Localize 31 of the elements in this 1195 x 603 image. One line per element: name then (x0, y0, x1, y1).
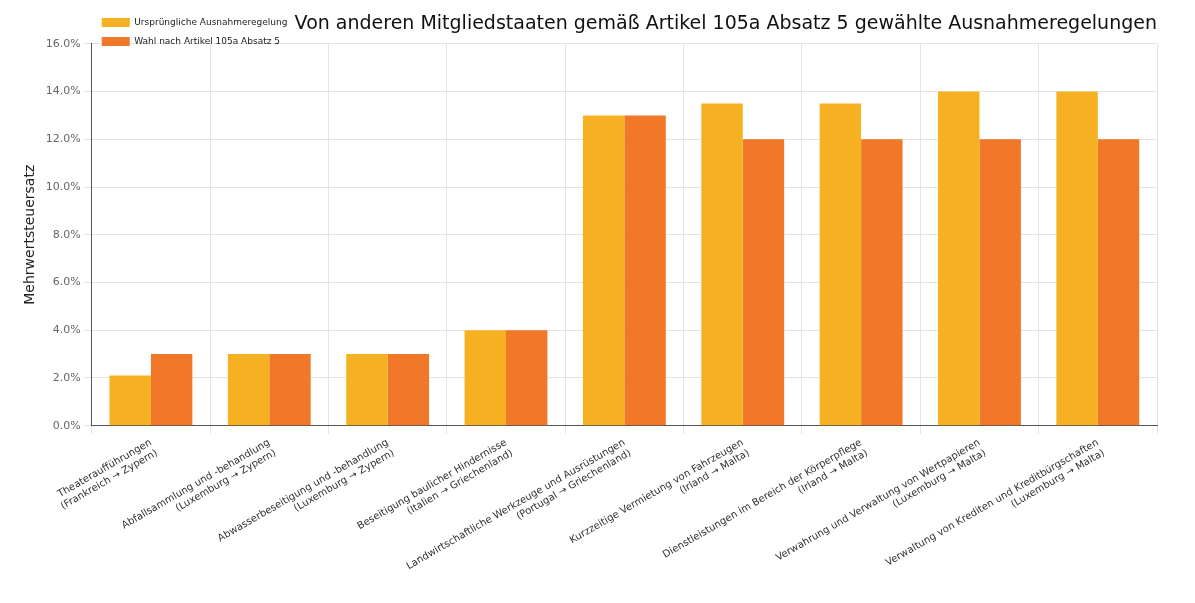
bar (861, 139, 903, 426)
chart-title: Von anderen Mitgliedstaaten gemäß Artikel 105a Absatz 5 gewählte Ausnahmeregelungen (294, 11, 1157, 34)
y-tick-label: 14.0% (45, 84, 81, 98)
y-tick-label: 6.0% (52, 275, 81, 289)
y-tick-label: 0.0% (52, 418, 81, 432)
bar (1097, 139, 1140, 426)
bar (938, 91, 980, 426)
bar (1056, 91, 1098, 426)
bar (582, 115, 625, 426)
y-tick-label: 16.0% (45, 36, 81, 50)
bar (624, 115, 666, 426)
bar (346, 354, 388, 426)
bar (150, 354, 193, 426)
legend-label: Wahl nach Artikel 105a Absatz 5 (134, 35, 281, 46)
y-tick-label: 8.0% (52, 227, 81, 241)
bar (109, 375, 151, 426)
bar (979, 139, 1021, 426)
y-axis-title: Mehrwertsteuersatz (21, 164, 38, 305)
y-tick-label: 10.0% (45, 179, 81, 193)
bar (269, 354, 311, 426)
bar (227, 354, 270, 426)
bar (506, 330, 548, 426)
bar (742, 139, 785, 426)
legend-label: Ursprüngliche Ausnahmeregelung (134, 16, 288, 27)
bar (387, 354, 430, 426)
y-tick-label: 12.0% (45, 132, 81, 146)
y-tick-label: 4.0% (52, 323, 81, 337)
bar (701, 103, 743, 426)
bar (819, 103, 862, 426)
bar (464, 330, 507, 426)
y-tick-label: 2.0% (52, 370, 81, 384)
